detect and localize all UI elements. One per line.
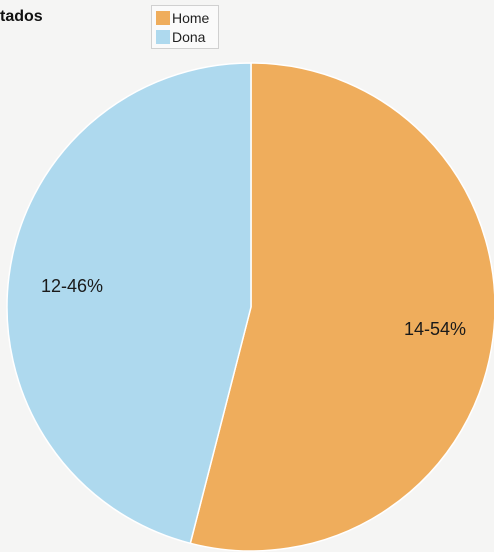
pie-slice-dona bbox=[6, 62, 252, 545]
chart-legend: Home Dona bbox=[151, 5, 219, 49]
pie-labels: 14-54% 12-46% bbox=[41, 276, 466, 339]
legend-item-dona: Dona bbox=[156, 28, 205, 45]
slice-label-dona: 12-46% bbox=[41, 276, 103, 296]
legend-label-dona: Dona bbox=[172, 28, 206, 45]
chart-title: tados bbox=[0, 8, 43, 25]
legend-item-home: Home bbox=[156, 9, 209, 26]
legend-label-home: Home bbox=[172, 9, 210, 26]
slice-label-home: 14-54% bbox=[404, 319, 466, 339]
legend-swatch-home bbox=[156, 10, 170, 25]
pie-slices bbox=[6, 62, 494, 552]
legend-swatch-dona bbox=[156, 29, 170, 44]
pie-slice-home bbox=[189, 62, 494, 552]
